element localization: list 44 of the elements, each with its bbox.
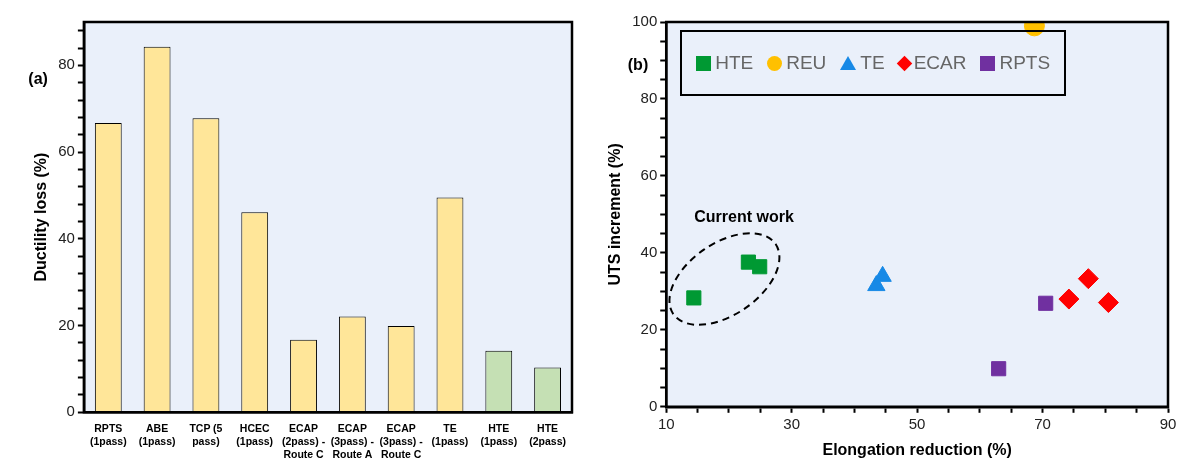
legend-label: TE bbox=[860, 52, 885, 74]
point bbox=[1077, 268, 1099, 290]
x-tick-label: 30 bbox=[783, 414, 801, 432]
legend-label: REU bbox=[786, 52, 827, 74]
point bbox=[686, 290, 702, 306]
point bbox=[1058, 288, 1080, 310]
x-tick-label: HTE (2pass) bbox=[529, 422, 566, 447]
y-tick-label: 60 bbox=[640, 166, 658, 184]
x-tick-label: 50 bbox=[908, 414, 926, 432]
y-tick-label: 40 bbox=[58, 228, 75, 246]
y-axis-title: Ductility loss (%) bbox=[32, 152, 50, 282]
legend-label: RPTS bbox=[999, 52, 1051, 74]
y-tick-label: 20 bbox=[640, 319, 658, 337]
x-tick-label: 70 bbox=[1034, 414, 1051, 432]
legend-label: HTE bbox=[715, 52, 754, 74]
x-tick-label: 10 bbox=[657, 414, 675, 432]
y-tick-label: 40 bbox=[640, 243, 658, 261]
y-tick-label: 0 bbox=[648, 396, 658, 414]
x-tick-label: ABE (1pass) bbox=[138, 422, 176, 447]
x-tick-label: RPTS (1pass) bbox=[89, 422, 127, 447]
y-tick-label: 60 bbox=[58, 142, 75, 160]
point bbox=[1038, 295, 1054, 311]
x-tick-label: ECAP (3pass) - Route C bbox=[379, 422, 424, 460]
y-tick-label: 80 bbox=[640, 89, 658, 107]
text: (b) bbox=[627, 56, 649, 74]
y-tick-label: 20 bbox=[58, 315, 75, 333]
x-tick-label: 90 bbox=[1159, 414, 1177, 432]
x-tick-label: HCEC (1pass) bbox=[236, 422, 274, 447]
x-axis-title: Elongation reduction (%) bbox=[822, 440, 1012, 458]
x-tick-label: ECAP (3pass) - Route A bbox=[330, 422, 375, 460]
annotation: Current work bbox=[694, 208, 794, 226]
y-tick-label: 80 bbox=[58, 55, 75, 73]
x-tick-label: TE (1pass) bbox=[431, 422, 469, 447]
x-tick-label: HTE (1pass) bbox=[480, 422, 518, 447]
point bbox=[1097, 292, 1119, 314]
x-tick-label: TCP (5 pass) bbox=[189, 422, 223, 447]
y-tick-label: 0 bbox=[66, 402, 75, 420]
legend-label: ECAR bbox=[913, 52, 967, 74]
point bbox=[752, 259, 768, 275]
y-tick-label: 100 bbox=[632, 12, 658, 30]
y-axis-title: UTS increment (%) bbox=[606, 143, 624, 286]
point bbox=[991, 361, 1007, 377]
x-tick-label: ECAP (2pass) - Route C bbox=[281, 422, 326, 460]
text: (a) bbox=[28, 70, 48, 88]
